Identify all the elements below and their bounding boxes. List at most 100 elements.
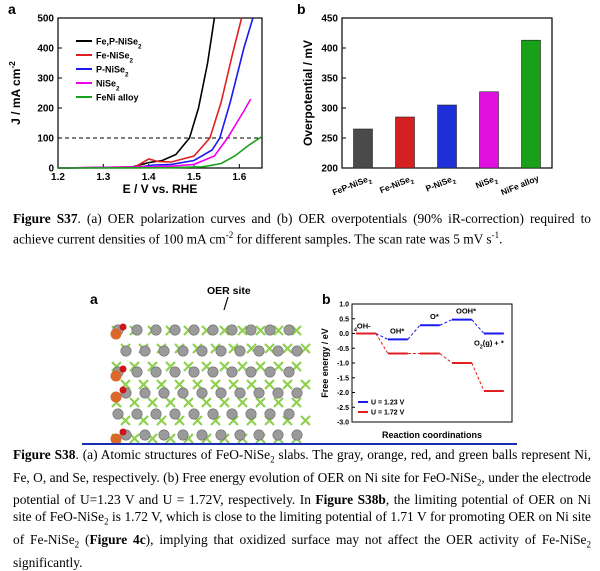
- se-bond: [183, 397, 194, 408]
- atomic-structure: [104, 316, 311, 448]
- series-line: [57, 135, 263, 169]
- y-axis-label: J / mA cm-2: [7, 61, 23, 125]
- ni-atom: [150, 324, 162, 336]
- caption-divider: [82, 443, 517, 445]
- ni-atom: [234, 429, 246, 441]
- se-bond: [246, 343, 257, 354]
- y-tick-label: -0.5: [337, 346, 349, 353]
- y-tick-label: 200: [321, 164, 338, 175]
- s38-panel-b-label: b: [322, 291, 331, 307]
- bar-category-label: P-NiSe2: [424, 173, 458, 197]
- se-bond: [147, 397, 158, 408]
- ni-atom: [150, 366, 162, 378]
- se-bond: [273, 397, 284, 408]
- se-bond: [228, 415, 239, 426]
- se-bond: [138, 415, 149, 426]
- fe-atom: [110, 433, 122, 445]
- ni-atom: [196, 429, 208, 441]
- caption-s38-sub2: 2: [476, 477, 482, 488]
- se-bond: [255, 397, 266, 408]
- se-bond: [165, 397, 176, 408]
- panel-b-label: b: [297, 1, 306, 17]
- fe-atom: [110, 370, 122, 382]
- ni-atom: [215, 387, 227, 399]
- energy-connector: [375, 333, 389, 340]
- caption-s37: Figure S37. (a) OER polarization curves …: [13, 210, 591, 247]
- se-bond: [210, 343, 221, 354]
- legend-label: NiSe2: [96, 79, 120, 93]
- o-atom: [119, 365, 127, 373]
- ni-atom: [226, 408, 238, 420]
- bar: [353, 128, 373, 169]
- caption-s38-sub3: 2: [104, 517, 109, 528]
- caption-s38-ref1: Figure S38b: [315, 492, 386, 508]
- ni-atom: [253, 345, 265, 357]
- ni-atom: [215, 429, 227, 441]
- legend-label: U = 1.72 V: [371, 410, 405, 417]
- figure-s38: a OER site b 1.0 0.5 0.0 -0.5 -1.0 -1.5 -2.0 -2…: [90, 285, 513, 448]
- bar-category-label: FeP-NiSe2: [331, 173, 374, 200]
- se-bond: [183, 361, 194, 372]
- ni-atom: [291, 345, 303, 357]
- se-bond: [300, 343, 311, 354]
- se-bond: [129, 361, 140, 372]
- step-label: 4OH-: [354, 322, 371, 334]
- ni-atom: [120, 345, 132, 357]
- ni-atom: [245, 366, 257, 378]
- y-tick-label: 300: [37, 74, 54, 85]
- series-line: [57, 98, 252, 169]
- se-bond: [228, 379, 239, 390]
- figure-s37: a 0 100 200 300 400 500 1.2 1.3 1.4 1.5 1.6 E / V v…: [7, 1, 553, 200]
- overpotential-chart: 200 250 300 350 400 450 Overpotential / mV FeP-…: [301, 14, 553, 200]
- y-tick-label: -1.5: [337, 375, 349, 382]
- ni-atom: [264, 366, 276, 378]
- ni-atom: [188, 408, 200, 420]
- y-tick-label: -3.0: [337, 420, 349, 427]
- se-bond: [291, 325, 302, 336]
- y-tick-label: 450: [321, 14, 338, 25]
- ni-atom: [253, 387, 265, 399]
- ni-atom: [215, 345, 227, 357]
- y-tick-label: 400: [37, 44, 54, 55]
- caption-s37-text2: for different samples. The scan rate was…: [233, 231, 492, 247]
- ni-atom: [291, 387, 303, 399]
- se-bond: [201, 361, 212, 372]
- se-bond: [282, 343, 293, 354]
- ni-atom: [272, 345, 284, 357]
- ni-atom: [226, 366, 238, 378]
- bar-category-label: Fe-NiSe2: [378, 173, 416, 198]
- caption-s38-t1: . (a) Atomic structures of FeO-NiSe: [75, 447, 271, 462]
- caption-s38-ref2: Figure 4c: [89, 532, 146, 548]
- bar: [479, 91, 499, 169]
- se-bond: [237, 361, 248, 372]
- se-bond: [264, 343, 275, 354]
- y-tick-label: 0.5: [339, 316, 349, 323]
- se-bond: [282, 379, 293, 390]
- y-tick-label: 300: [321, 104, 338, 115]
- o-atom: [119, 428, 127, 436]
- ni-atom: [196, 345, 208, 357]
- oer-site-arrow: [223, 296, 229, 311]
- step-label: O*: [430, 312, 439, 321]
- energy-connector: [407, 324, 421, 340]
- ni-atom: [253, 429, 265, 441]
- caption-s38-sub4: 2: [74, 539, 80, 550]
- ni-atom: [139, 345, 151, 357]
- bar: [437, 104, 457, 169]
- caption-s38-sub5: 2: [586, 539, 591, 550]
- caption-s38-t2: slabs. The gray, orange, red, and green …: [13, 447, 592, 485]
- bar: [521, 39, 541, 169]
- ni-atom: [131, 408, 143, 420]
- se-bond: [129, 433, 140, 444]
- structure-canvas: [104, 316, 310, 448]
- caption-s37-sup2: -1: [491, 230, 500, 240]
- fe-atom: [110, 328, 122, 340]
- y-tick-label: 200: [37, 104, 54, 115]
- bar-category-label: NiSe2: [474, 173, 500, 194]
- caption-s37-title: Figure S37: [13, 211, 78, 226]
- se-bond: [264, 379, 275, 390]
- x-tick-label: 1.2: [51, 172, 65, 183]
- bar-category-label: NiFe alloy: [499, 173, 540, 197]
- bar: [395, 116, 415, 169]
- ni-atom: [177, 429, 189, 441]
